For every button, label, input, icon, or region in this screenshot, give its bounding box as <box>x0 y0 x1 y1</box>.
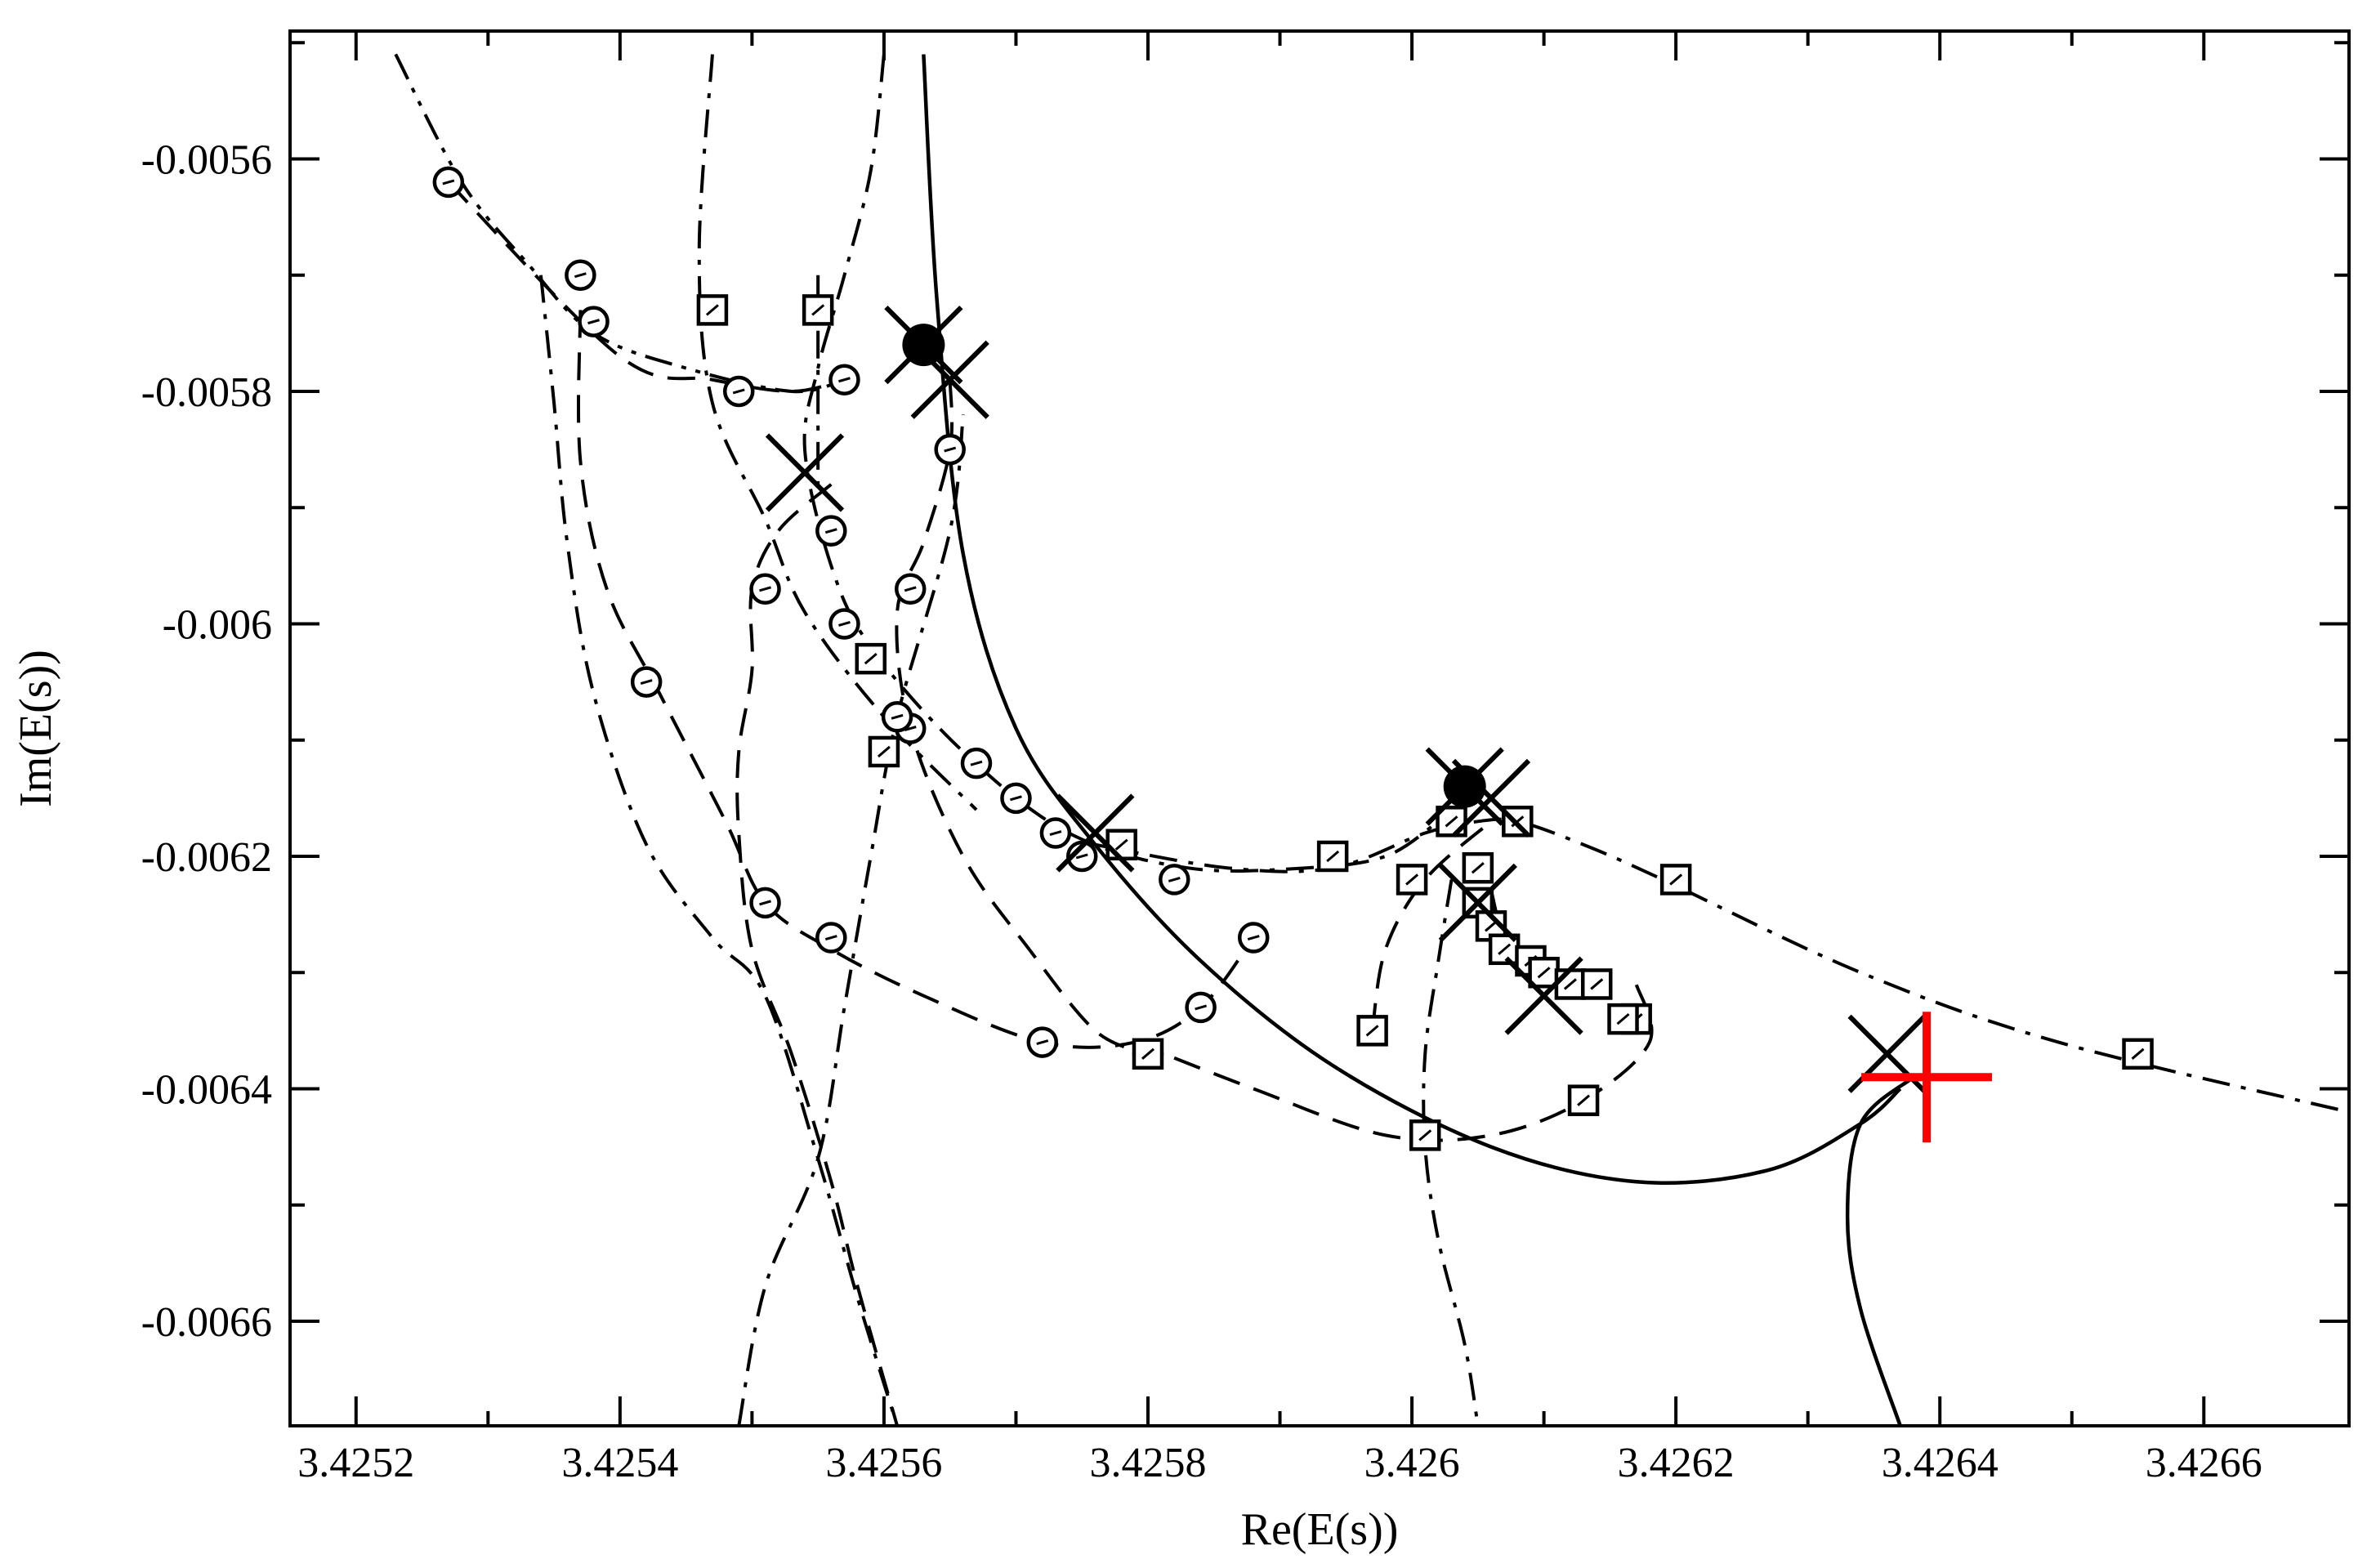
series-line-13 <box>1422 879 1480 1426</box>
square-marker-tick-6-1 <box>1405 873 1419 886</box>
plot-area-frame <box>288 29 2351 1427</box>
cross-marker-5 <box>1451 758 1531 838</box>
circle-marker-tick-8-6 <box>1075 853 1088 860</box>
series-line-0 <box>922 54 1902 1186</box>
axis-ticks <box>290 31 2349 1426</box>
square-marker-tick-7-0 <box>1141 1048 1154 1060</box>
circle-marker-tick-5-2 <box>904 726 917 731</box>
square-marker-tick-10-1 <box>864 653 878 665</box>
square-marker-tick-9-4 <box>2131 1048 2145 1060</box>
cross-marker-3 <box>1056 793 1135 873</box>
circle-marker-tick-8-7 <box>1168 876 1181 882</box>
circle-marker-tick-4-0 <box>640 679 653 686</box>
series-line-14 <box>737 414 965 1426</box>
cross-marker-2 <box>765 433 845 512</box>
circle-marker-tick-2-1 <box>759 900 771 906</box>
cross-marker-stroke-b-6 <box>1438 863 1517 942</box>
data-markers <box>432 166 2154 1151</box>
circle-marker-tick-2-0 <box>759 586 771 592</box>
square-marker-tick-7-1 <box>1418 1129 1432 1141</box>
y-tick-label-2: -0.006 <box>163 601 272 648</box>
series-line-15 <box>538 275 899 1426</box>
square-marker-tick-9-3 <box>1669 873 1683 886</box>
square-marker-tick-16-6 <box>1563 978 1577 990</box>
x-tick-label-6: 3.4264 <box>1882 1440 1999 1486</box>
circle-marker-tick-5-0 <box>944 446 957 453</box>
square-marker-tick-6-2 <box>1445 815 1458 828</box>
tick-labels: 3.4252 3.4254 3.4256 3.4258 3.426 3.4262 3.426… <box>141 136 2262 1486</box>
circle-marker-tick-4-2 <box>1036 1039 1049 1046</box>
square-marker-tick-16-0 <box>1471 862 1485 874</box>
y-tick-label-0: -0.0056 <box>141 136 272 183</box>
x-tick-label-2: 3.4256 <box>825 1440 942 1486</box>
square-marker-tick-7-2 <box>1577 1094 1591 1106</box>
y-tick-label-4: -0.0064 <box>141 1066 272 1113</box>
cross-marker-stroke-b-0 <box>884 305 963 385</box>
square-marker-16-8 <box>1607 1003 1639 1035</box>
cross-marker-stroke-b-1 <box>910 340 989 419</box>
x-tick-label-5: 3.4262 <box>1618 1440 1735 1486</box>
circle-marker-tick-4-1 <box>824 935 837 940</box>
x-tick-label-0: 3.4252 <box>297 1440 414 1486</box>
cross-marker-stroke-b-5 <box>1451 758 1531 838</box>
cross-marker-stroke-b-4 <box>1425 747 1504 826</box>
circle-marker-tick-8-2 <box>891 713 904 720</box>
circle-marker-tick-3-2 <box>732 388 745 395</box>
square-marker-tick-11-0 <box>811 304 825 316</box>
circle-marker-tick-8-4 <box>1010 795 1022 802</box>
circle-marker-tick-5-1 <box>904 586 917 592</box>
square-marker-11-0 <box>802 294 834 326</box>
x-axis-title: Re(E(s)) <box>1241 1504 1399 1555</box>
circle-marker-tick-8-3 <box>970 760 983 766</box>
circle-marker-tick-4-3 <box>1195 1004 1208 1011</box>
square-marker-tick-16-8 <box>1616 1012 1630 1025</box>
cross-marker-0 <box>884 305 963 385</box>
cross-marker-4 <box>1425 747 1504 826</box>
square-marker-tick-10-0 <box>705 304 719 316</box>
square-marker-7-2 <box>1567 1084 1600 1116</box>
square-marker-16-0 <box>1462 851 1494 884</box>
square-marker-tick-9-0 <box>1114 838 1128 851</box>
series-line-7 <box>1134 983 1654 1142</box>
cross-marker-stroke-b-3 <box>1056 793 1135 873</box>
x-tick-label-4: 3.426 <box>1364 1440 1460 1486</box>
circle-marker-tick-3-1 <box>574 272 587 279</box>
circle-marker-tick-8-5 <box>1049 830 1062 836</box>
y-tick-label-3: -0.0062 <box>141 834 272 881</box>
square-marker-tick-9-1 <box>1326 850 1340 863</box>
square-marker-tick-10-2 <box>877 745 891 758</box>
x-tick-label-3: 3.4258 <box>1090 1440 1207 1486</box>
cross-marker-stroke-b-7 <box>1504 956 1583 1035</box>
y-axis-title: Im(E(s)) <box>11 650 61 807</box>
circle-marker-tick-8-1 <box>838 621 851 627</box>
x-tick-label-7: 3.4266 <box>2146 1440 2262 1486</box>
cross-marker-1 <box>910 340 989 419</box>
plus-marker-0 <box>1861 1012 1993 1143</box>
circle-marker-tick-8-0 <box>824 528 837 534</box>
circle-marker-tick-4-4 <box>1247 935 1260 940</box>
x-tick-label-1: 3.4254 <box>561 1440 678 1486</box>
square-marker-tick-16-3 <box>1498 943 1512 955</box>
cross-marker-6 <box>1438 863 1517 942</box>
series-line-1 <box>1845 1075 1915 1426</box>
y-tick-label-5: -0.0066 <box>141 1299 272 1346</box>
cross-marker-7 <box>1504 956 1583 1035</box>
series-line-6 <box>1370 820 1493 1031</box>
circle-marker-tick-3-3 <box>838 377 851 383</box>
square-marker-tick-6-0 <box>1365 1025 1379 1037</box>
circle-marker-tick-3-0 <box>442 179 455 185</box>
y-tick-label-1: -0.0058 <box>141 369 272 416</box>
circle-marker-tick-12-0 <box>587 319 600 325</box>
cross-marker-stroke-b-2 <box>765 433 845 512</box>
square-marker-tick-16-7 <box>1590 978 1604 990</box>
square-marker-tick-16-5 <box>1537 967 1551 979</box>
